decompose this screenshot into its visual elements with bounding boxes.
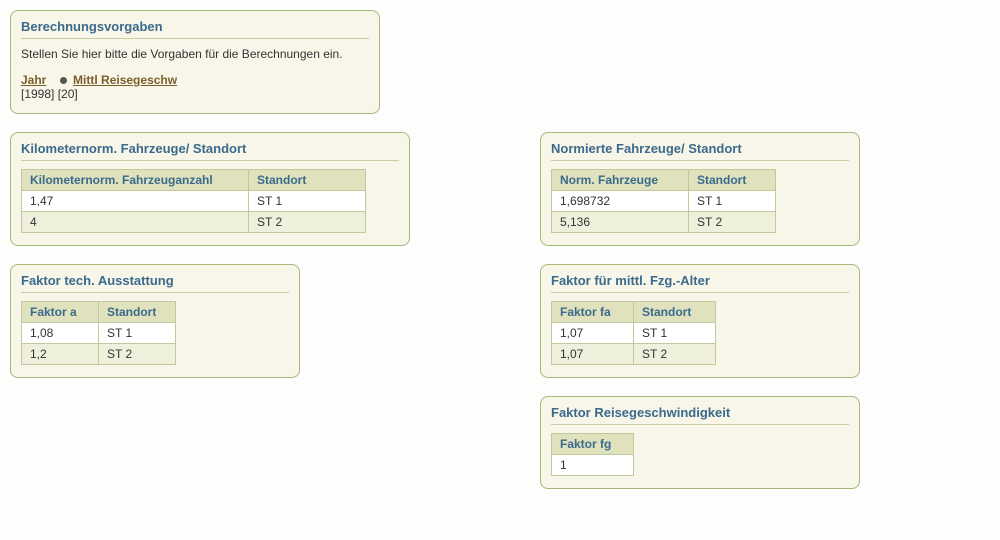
table-header-row: Faktor fg (552, 434, 634, 455)
table-row: 1,07 ST 2 (552, 344, 716, 365)
table-row: 4 ST 2 (22, 212, 366, 233)
jahr-value: [1998] (21, 87, 54, 101)
settings-values: [1998] [20] (21, 87, 369, 101)
panel-faktor-tech: Faktor tech. Ausstattung Faktor a Stando… (10, 264, 300, 378)
table-header-row: Norm. Fahrzeuge Standort (552, 170, 776, 191)
table-kilometernorm: Kilometernorm. Fahrzeuganzahl Standort 1… (21, 169, 366, 233)
table-row: 1,08 ST 1 (22, 323, 176, 344)
col-header: Standort (689, 170, 776, 191)
table-row: 1,47 ST 1 (22, 191, 366, 212)
panel-title: Faktor Reisegeschwindigkeit (551, 405, 849, 425)
cell: 5,136 (552, 212, 689, 233)
table-faktor-alter: Faktor fa Standort 1,07 ST 1 1,07 ST 2 (551, 301, 716, 365)
cell: ST 2 (689, 212, 776, 233)
jahr-link[interactable]: Jahr (21, 73, 46, 87)
col-header: Standort (634, 302, 716, 323)
cell: ST 2 (249, 212, 366, 233)
panel-faktor-alter: Faktor für mittl. Fzg.-Alter Faktor fa S… (540, 264, 860, 378)
instruction-text: Stellen Sie hier bitte die Vorgaben für … (21, 47, 369, 61)
panel-faktor-reisegeschw: Faktor Reisegeschwindigkeit Faktor fg 1 (540, 396, 860, 489)
table-header-row: Faktor a Standort (22, 302, 176, 323)
panel-title: Faktor für mittl. Fzg.-Alter (551, 273, 849, 293)
cell: ST 1 (634, 323, 716, 344)
cell: 1,47 (22, 191, 249, 212)
speed-link[interactable]: Mittl Reisegeschw (73, 73, 177, 87)
cell: 1,2 (22, 344, 99, 365)
cell: 1 (552, 455, 634, 476)
col-header: Faktor fg (552, 434, 634, 455)
cell: 4 (22, 212, 249, 233)
col-header: Norm. Fahrzeuge (552, 170, 689, 191)
panel-normierte: Normierte Fahrzeuge/ Standort Norm. Fahr… (540, 132, 860, 246)
cell: ST 2 (634, 344, 716, 365)
cell: ST 1 (249, 191, 366, 212)
col-header: Faktor fa (552, 302, 634, 323)
col-header: Faktor a (22, 302, 99, 323)
cell: 1,07 (552, 344, 634, 365)
panel-title: Faktor tech. Ausstattung (21, 273, 289, 293)
cell: ST 1 (99, 323, 176, 344)
panel-title: Normierte Fahrzeuge/ Standort (551, 141, 849, 161)
col-header: Standort (99, 302, 176, 323)
table-header-row: Faktor fa Standort (552, 302, 716, 323)
table-row: 1,07 ST 1 (552, 323, 716, 344)
cell: 1,698732 (552, 191, 689, 212)
cell: ST 1 (689, 191, 776, 212)
panel-title: Kilometernorm. Fahrzeuge/ Standort (21, 141, 399, 161)
col-header: Standort (249, 170, 366, 191)
panel-kilometernorm: Kilometernorm. Fahrzeuge/ Standort Kilom… (10, 132, 410, 246)
cell: 1,07 (552, 323, 634, 344)
speed-value: [20] (58, 87, 78, 101)
table-faktor-reisegeschw: Faktor fg 1 (551, 433, 634, 476)
table-header-row: Kilometernorm. Fahrzeuganzahl Standort (22, 170, 366, 191)
table-row: 1,698732 ST 1 (552, 191, 776, 212)
panel-berechnungsvorgaben: Berechnungsvorgaben Stellen Sie hier bit… (10, 10, 380, 114)
cell: ST 2 (99, 344, 176, 365)
col-header: Kilometernorm. Fahrzeuganzahl (22, 170, 249, 191)
table-row: 5,136 ST 2 (552, 212, 776, 233)
bullet-icon (60, 77, 67, 84)
table-normierte: Norm. Fahrzeuge Standort 1,698732 ST 1 5… (551, 169, 776, 233)
table-faktor-tech: Faktor a Standort 1,08 ST 1 1,2 ST 2 (21, 301, 176, 365)
table-row: 1,2 ST 2 (22, 344, 176, 365)
cell: 1,08 (22, 323, 99, 344)
settings-row: Jahr Mittl Reisegeschw (21, 73, 369, 87)
table-row: 1 (552, 455, 634, 476)
panel-title: Berechnungsvorgaben (21, 19, 369, 39)
